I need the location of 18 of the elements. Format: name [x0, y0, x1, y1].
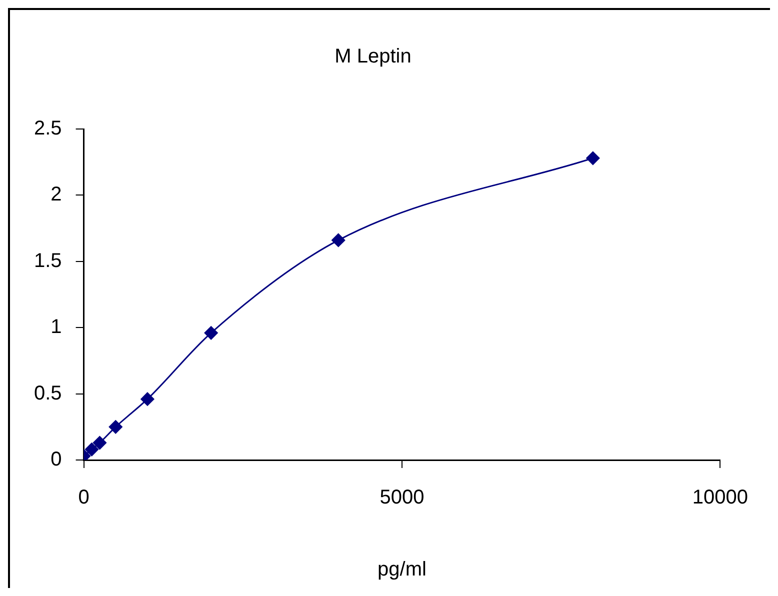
- y-tick-label: 0: [50, 448, 62, 471]
- chart-title: M Leptin: [334, 46, 412, 68]
- point: [204, 326, 218, 340]
- point: [332, 233, 346, 247]
- point: [92, 436, 106, 450]
- point: [586, 151, 600, 165]
- y-tick-label: 2: [50, 184, 62, 206]
- point: [108, 420, 122, 434]
- x-tick-label: 10000: [692, 486, 748, 509]
- point: [85, 442, 99, 456]
- y-tick-label: 0.5: [34, 382, 62, 404]
- x-axis-title: pg/ml: [378, 558, 426, 581]
- y-tick-label: 2.5: [34, 118, 62, 140]
- y-tick-label: 1.5: [34, 250, 62, 272]
- y-tick-label: 1: [50, 316, 62, 338]
- point: [140, 392, 154, 406]
- x-tick-label: 5000: [380, 486, 424, 509]
- x-tick-label: 0: [78, 486, 90, 509]
